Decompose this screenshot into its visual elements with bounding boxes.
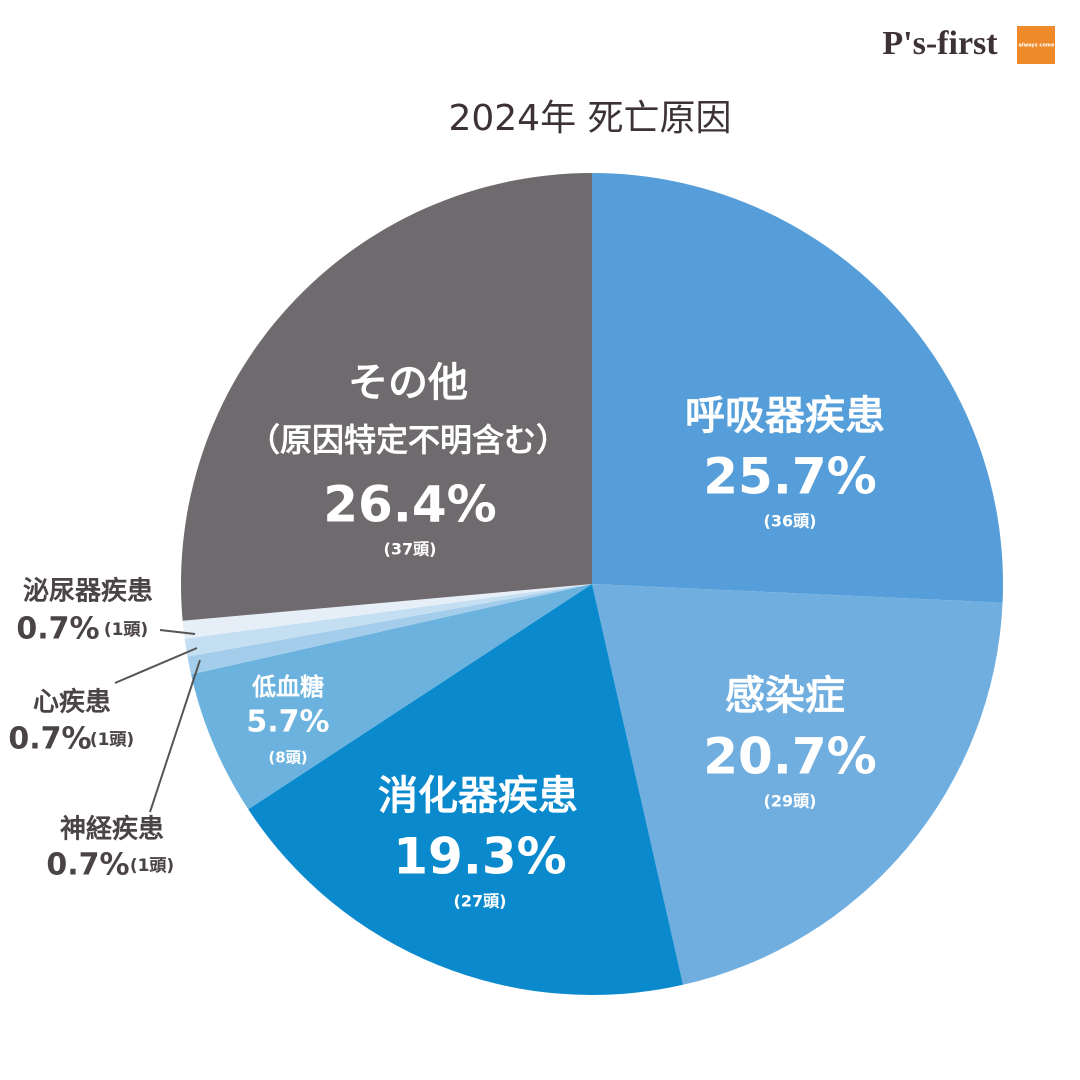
count-label: (8頭): [268, 749, 307, 767]
logo-badge: [1017, 26, 1055, 64]
slice-label: 神経疾患: [60, 814, 164, 845]
pie-slice: [592, 584, 1003, 985]
leader-line: [114, 647, 198, 684]
value-label: 26.4%: [323, 476, 496, 534]
pie-slice: [187, 584, 592, 675]
value-label: 0.7%: [46, 848, 129, 883]
value-label: 25.7%: [703, 448, 876, 506]
pie-slice: [181, 173, 592, 621]
count-label: (29頭): [764, 792, 817, 811]
pie-slice: [248, 584, 684, 996]
slice-label: 心疾患: [33, 687, 111, 718]
slice-label: 低血糖: [251, 673, 324, 701]
logo: P's-first: [882, 25, 998, 62]
value-label: 19.3%: [393, 828, 566, 886]
chart-title: 2024年 死亡原因: [448, 98, 731, 139]
pie-slice: [191, 584, 592, 810]
slice-label: その他: [348, 360, 468, 406]
count-label: (37頭): [384, 540, 437, 559]
value-label: 20.7%: [703, 728, 876, 786]
count-label: (36頭): [764, 512, 817, 531]
pie-slice: [592, 173, 1003, 603]
count-label: (1頭): [90, 730, 134, 750]
pie-slice: [184, 584, 592, 657]
value-label: 0.7%: [16, 612, 99, 647]
slice-label: 泌尿器疾患: [23, 576, 153, 607]
count-label: (1頭): [130, 856, 174, 876]
leader-line: [159, 629, 196, 635]
slice-label: 感染症: [725, 673, 845, 719]
slice-label: 呼吸器疾患: [685, 393, 885, 439]
count-label: (1頭): [104, 620, 148, 640]
logo-badge-text: Pets always come first: [1004, 43, 1068, 49]
value-label: 0.7%: [8, 722, 91, 757]
value-label: 5.7%: [246, 705, 329, 740]
count-label: (27頭): [454, 892, 507, 911]
annotation: （原因特定不明含む）: [248, 421, 568, 459]
pie-slice: [182, 584, 592, 639]
slice-label: 消化器疾患: [378, 773, 578, 819]
leader-line: [149, 659, 201, 813]
